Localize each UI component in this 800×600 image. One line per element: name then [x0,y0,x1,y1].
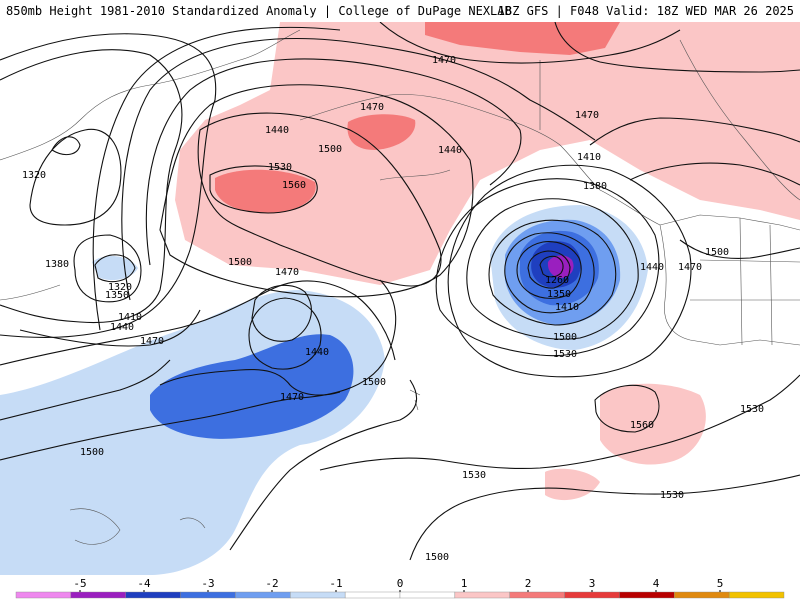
color-scale-tick-label: -1 [329,577,342,590]
contour-label: 1500 [553,332,577,343]
contour-label: 1530 [660,490,684,501]
color-swatch [728,591,785,599]
contour-label: 1470 [140,336,164,347]
contour-label: 1470 [280,392,304,403]
positive-anomaly-areas [175,22,800,501]
contour-label: 1440 [438,145,462,156]
color-scale-tick-label: -2 [265,577,278,590]
color-swatch [509,591,565,599]
color-swatch [674,591,730,599]
color-swatch [15,591,72,599]
color-swatch [344,591,401,599]
color-swatch [454,591,510,599]
contour-label: 1410 [118,312,142,323]
contour-label: 1500 [80,447,104,458]
color-scale-ticks: -5 -4 -3 -2 -1 0 1 2 3 4 5 [73,577,723,592]
coastlines-and-borders [0,29,800,545]
height-contours [0,22,800,561]
header: 850mb Height 1981-2010 Standardized Anom… [0,0,800,23]
color-scale-tick-label: 0 [397,577,404,590]
contour-label: 1560 [630,420,654,431]
contour-label: 1470 [432,55,456,66]
contour-label: 1500 [228,257,252,268]
map-title: 850mb Height 1981-2010 Standardized Anom… [6,4,512,18]
color-swatch [180,591,236,599]
color-swatch [125,591,181,599]
color-scale-tick-label: -3 [201,577,214,590]
contour-label: 1470 [575,110,599,121]
color-swatch [619,591,675,599]
color-swatch [564,591,620,599]
contour-label: 1440 [305,347,329,358]
contour-label: 1500 [425,552,449,563]
contour-label: 1380 [583,181,607,192]
contour-label: 1410 [555,302,579,313]
color-scale-bar: -5 -4 -3 -2 -1 0 1 2 3 4 5 [0,575,800,600]
color-scale-tick-label: -5 [73,577,86,590]
contour-label: 1350 [105,290,129,301]
contour-label: 1380 [45,259,69,270]
contour-label: 1470 [678,262,702,273]
contour-label: 1500 [318,144,342,155]
color-swatch [235,591,291,599]
contour-label: 1530 [462,470,486,481]
color-scale-tick-label: 4 [653,577,660,590]
contour-label: 1470 [275,267,299,278]
contour-label: 1320 [108,282,132,293]
color-swatch [399,591,456,599]
anomaly-map: 1470 1470 1470 1470 1470 1470 1470 1440 … [0,22,800,575]
contour-label: 1350 [547,289,571,300]
contour-label: 1470 [360,102,384,113]
color-swatch [290,591,346,599]
contour-label: 1530 [553,349,577,360]
contour-label: 1440 [110,322,134,333]
contour-label: 1500 [705,247,729,258]
contour-label: 1320 [22,170,46,181]
contour-label: 1440 [640,262,664,273]
color-swatch [70,591,126,599]
contour-label: 1530 [740,404,764,415]
color-scale-swatches [15,591,785,599]
contour-label: 1440 [265,125,289,136]
contour-label: 1410 [577,152,601,163]
contour-label: 1500 [362,377,386,388]
contour-label: 1260 [545,275,569,286]
contour-label: 1530 [268,162,292,173]
color-scale-tick-label: 5 [717,577,724,590]
color-scale-tick-label: 1 [461,577,468,590]
contour-labels: 1470 1470 1470 1470 1470 1470 1470 1440 … [22,55,764,563]
color-scale-tick-label: -4 [137,577,151,590]
contour-label: 1560 [282,180,306,191]
model-run-info: 18Z GFS | F048 Valid: 18Z WED MAR 26 202… [497,4,794,18]
color-scale-tick-label: 2 [525,577,532,590]
color-scale-tick-label: 3 [589,577,596,590]
